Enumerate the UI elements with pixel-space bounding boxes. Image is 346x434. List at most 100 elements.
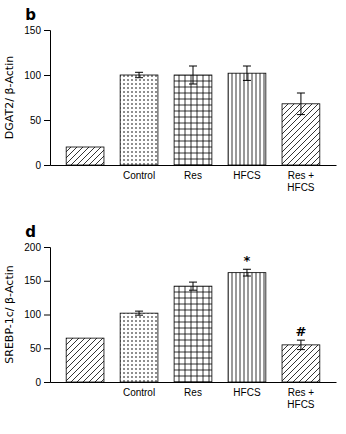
y-tick-label: 100 [24,70,41,81]
y-tick-mark [44,348,50,349]
error-bar-cap [135,315,143,316]
error-bar-cap [135,77,143,78]
bar [120,75,158,165]
y-tick-label: 50 [30,115,42,126]
y-tick-mark [44,382,50,383]
error-bar [135,311,143,315]
x-axis-line [51,382,337,383]
x-tick-label-line: Res + [288,170,315,181]
bar [228,273,266,382]
error-bar-cap [243,276,251,277]
bar [66,338,104,382]
panel: 050100150ControlResHFCSRes +HFCS [24,25,336,193]
error-bar-cap [243,80,251,81]
x-tick-label: Res [184,387,202,398]
y-tick: 50 [30,343,50,354]
bar [282,345,320,382]
y-tick-label: 0 [35,377,41,388]
y-axis-title: DGAT2/ β-Actin [3,56,16,139]
y-tick-label: 200 [24,242,41,253]
error-bar [243,269,251,276]
x-tick-label-line: Control [123,387,155,398]
error-bar-cap [189,282,197,283]
error-bar-stem [193,282,194,290]
bar [66,147,104,165]
y-tick: 0 [35,160,50,171]
y-tick: 200 [24,242,50,253]
error-bar-cap [297,93,305,94]
y-tick-label: 0 [35,160,41,171]
bar [228,73,266,165]
y-axis-title: SREBP-1c/ β-Actin [3,265,16,363]
x-tick-label: HFCS [233,387,261,398]
x-tick: Control [123,170,155,181]
bars [66,269,320,382]
x-tick-label-line: HFCS [287,182,315,193]
y-tick: 50 [30,115,50,126]
x-tick-label-line: Control [123,170,155,181]
error-bar-stem [139,72,140,77]
y-tick-mark [44,281,50,282]
error-bar-cap [243,269,251,270]
x-tick: Res [184,387,202,398]
panel-title: d [25,223,36,241]
y-axis: 0 50 100 150 [24,25,50,171]
x-tick-label: Res +HFCS [287,387,315,410]
error-bar-stem [193,66,194,84]
y-tick-mark [44,30,50,31]
error-bar-stem [246,66,247,80]
annotation: # [295,324,306,339]
bar [174,75,212,165]
y-tick-mark [44,315,50,316]
y-tick: 0 [35,377,50,388]
error-bar-cap [189,66,197,67]
x-tick-label-line: Res [184,170,202,181]
error-bar [189,66,197,84]
error-bar-cap [243,66,251,67]
y-tick: 100 [24,309,50,320]
x-tick-label-line: Res [184,387,202,398]
error-bar-cap [189,84,197,85]
y-tick-mark [44,165,50,166]
x-tick-label: Control [123,387,155,398]
x-tick-label-line: HFCS [233,387,261,398]
x-axis: ControlResHFCSRes +HFCS [51,166,337,193]
y-tick-label: 150 [24,275,41,286]
error-bar-stem [139,311,140,315]
error-bar [135,72,143,77]
x-tick-label: Res [184,170,202,181]
x-axis-line [51,165,337,166]
bar [174,286,212,382]
x-tick-label-line: HFCS [287,399,315,410]
x-tick: Control [123,387,155,398]
y-tick-mark [44,75,50,76]
x-axis: ControlResHFCSRes +HFCS [51,383,337,410]
y-tick-mark [44,247,50,248]
y-axis: 0 50 100 150 200 [24,242,50,388]
annotation: * [244,253,251,268]
error-bar-cap [297,114,305,115]
error-bar [189,282,197,290]
error-bar-cap [135,72,143,73]
x-tick-label: Res +HFCS [287,170,315,193]
y-tick: 150 [24,25,50,36]
y-axis-line [44,31,51,166]
error-bar-stem [300,340,301,349]
x-tick: Res +HFCS [287,387,315,410]
y-tick-label: 150 [24,25,41,36]
error-bar-cap [135,311,143,312]
x-tick: Res +HFCS [287,170,315,193]
y-tick: 150 [24,275,50,286]
panel-title: b [25,6,36,24]
bar [120,313,158,382]
error-bar-cap [189,290,197,291]
error-bar [243,66,251,80]
error-bar-stem [300,93,301,115]
y-axis-line [44,248,51,383]
x-tick-label-line: HFCS [233,170,261,181]
x-tick: HFCS [233,387,261,398]
error-bar-cap [297,340,305,341]
panel: 050100150200ControlResHFCSRes +HFCS*# [24,242,336,410]
error-bar-stem [246,269,247,276]
x-tick: HFCS [233,170,261,181]
